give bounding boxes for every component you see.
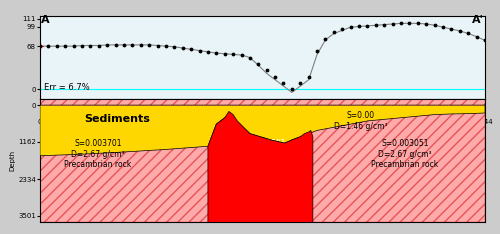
Point bbox=[338, 27, 346, 31]
Polygon shape bbox=[40, 105, 485, 156]
Point bbox=[212, 51, 220, 55]
Point bbox=[355, 24, 363, 28]
Point bbox=[112, 43, 120, 47]
Text: A': A' bbox=[472, 15, 484, 25]
Point bbox=[246, 56, 254, 59]
Point bbox=[422, 22, 430, 26]
Point bbox=[388, 22, 396, 26]
Point bbox=[162, 44, 170, 48]
Point bbox=[120, 43, 128, 47]
Point bbox=[61, 44, 69, 48]
Point bbox=[220, 52, 228, 56]
Point bbox=[145, 43, 153, 47]
Point bbox=[154, 44, 162, 48]
Point bbox=[330, 30, 338, 34]
Point bbox=[170, 45, 178, 49]
Point bbox=[296, 81, 304, 85]
Point bbox=[364, 24, 372, 28]
Text: S=0.003701
D=2.67 g/cm³
Precambrian rock: S=0.003701 D=2.67 g/cm³ Precambrian rock bbox=[64, 139, 132, 169]
Point bbox=[346, 25, 354, 28]
Point bbox=[448, 27, 456, 31]
Point bbox=[464, 32, 472, 35]
Point bbox=[86, 44, 94, 48]
Point bbox=[414, 22, 422, 25]
Text: S=0.005301
D=2.67 g/cm³
Igneous intrusion: S=0.005301 D=2.67 g/cm³ Igneous intrusio… bbox=[229, 139, 296, 169]
Point bbox=[380, 23, 388, 26]
Point bbox=[95, 44, 103, 48]
Point bbox=[456, 29, 464, 33]
Point bbox=[137, 43, 145, 47]
Point bbox=[44, 44, 52, 48]
Text: Sediments: Sediments bbox=[84, 113, 150, 124]
Point bbox=[372, 23, 380, 27]
Point bbox=[430, 23, 438, 27]
Polygon shape bbox=[208, 111, 313, 222]
Point bbox=[70, 44, 78, 48]
Point bbox=[53, 44, 61, 48]
Point bbox=[472, 35, 480, 39]
Text: S=0.00
D=1.46 g/cm³: S=0.00 D=1.46 g/cm³ bbox=[334, 111, 387, 131]
Point bbox=[204, 50, 212, 54]
Point bbox=[103, 43, 111, 47]
Point bbox=[397, 22, 405, 25]
Point bbox=[271, 75, 279, 78]
Point bbox=[36, 44, 44, 48]
Point bbox=[439, 25, 447, 29]
Y-axis label: Depth: Depth bbox=[9, 150, 15, 171]
Point bbox=[229, 52, 237, 56]
Point bbox=[196, 49, 203, 52]
Point bbox=[187, 48, 195, 51]
Point bbox=[78, 44, 86, 48]
Text: Err = 6.7%: Err = 6.7% bbox=[44, 83, 90, 92]
Text: A: A bbox=[41, 15, 50, 25]
Point bbox=[254, 62, 262, 66]
Point bbox=[322, 37, 330, 40]
Text: S=0.003051
D=2.67 g/cm³
Precambrian rock: S=0.003051 D=2.67 g/cm³ Precambrian rock bbox=[372, 139, 438, 169]
Point bbox=[406, 22, 413, 25]
Point bbox=[262, 68, 270, 72]
Point bbox=[178, 46, 186, 50]
Point bbox=[128, 43, 136, 47]
Point bbox=[481, 39, 489, 42]
Point bbox=[238, 53, 246, 57]
Point bbox=[313, 49, 321, 53]
Point bbox=[288, 87, 296, 91]
Point bbox=[280, 81, 287, 85]
Point bbox=[304, 75, 312, 78]
